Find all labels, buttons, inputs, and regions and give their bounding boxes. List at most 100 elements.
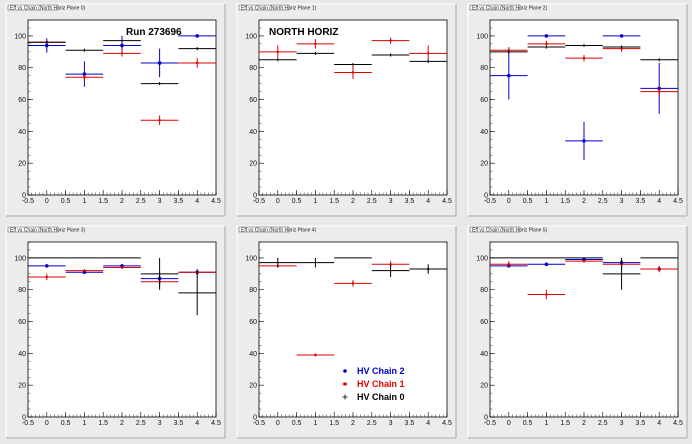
x-tick-label: 3 [389, 420, 393, 427]
data-point [490, 50, 528, 54]
legend-marker [343, 369, 347, 373]
y-tick-label: 20 [249, 383, 257, 390]
x-tick-label: 1.5 [560, 198, 570, 205]
point-marker [507, 73, 511, 78]
plot-area [489, 241, 679, 418]
chart-title-frame [469, 4, 521, 11]
x-tick-label: 2 [120, 420, 124, 427]
x-tick-label: 3 [620, 420, 624, 427]
data-point [334, 62, 372, 67]
data-point [178, 270, 216, 316]
data-point [140, 115, 179, 125]
x-tick-label: 3 [389, 198, 393, 205]
data-point [140, 82, 179, 86]
x-tick-label: 3.5 [636, 198, 646, 205]
data-point [259, 58, 297, 62]
data-point [490, 51, 528, 100]
point-marker [545, 42, 548, 45]
x-tick-label: 1 [313, 420, 317, 427]
point-marker [45, 264, 49, 268]
x-tick-label: -0.5 [253, 420, 265, 427]
chart-title: Eff vs Chain (North Horiz Plane 2) [472, 5, 548, 11]
y-tick-label: 100 [14, 33, 26, 40]
x-tick-label: 3 [620, 198, 624, 205]
chart-title: Eff vs Chain (North Horiz Plane 1) [241, 5, 317, 11]
point-marker [121, 52, 123, 55]
point-marker [195, 34, 199, 38]
data-point [296, 353, 335, 357]
point-marker [121, 266, 123, 269]
x-tick-label: 0 [507, 198, 511, 205]
x-tick-label: 1.5 [98, 420, 108, 427]
x-tick-label: 3 [158, 198, 162, 205]
y-tick-label: 60 [249, 97, 257, 104]
x-tick-label: 1 [544, 420, 548, 427]
point-marker [544, 34, 549, 38]
point-marker [157, 61, 162, 65]
x-tick-label: 4 [195, 198, 199, 205]
x-tick-label: 4.5 [442, 198, 452, 205]
data-point [640, 86, 678, 97]
data-point [28, 264, 66, 268]
chart-annotation: NORTH HORIZ [269, 27, 338, 38]
point-marker [545, 293, 548, 296]
y-tick-label: 100 [245, 33, 257, 40]
x-tick-label: 2.5 [367, 420, 377, 427]
chart-pad: Eff vs Chain (North Horiz Plane 5)-0.5 0 0… [467, 225, 688, 439]
x-tick-label: 0.5 [292, 198, 302, 205]
chart-pad: Eff vs Chain (North Horiz Plane 3)-0.5 0 0… [5, 225, 226, 439]
x-tick-label: 3.5 [636, 420, 646, 427]
point-marker [83, 269, 86, 272]
point-marker [45, 43, 49, 48]
data-point [527, 45, 566, 49]
x-tick-label: 1.5 [560, 420, 570, 427]
data-point [296, 51, 335, 55]
y-tick-label: 40 [18, 129, 26, 136]
chart-title-box: Eff vs Chain (North Horiz Plane 2) [469, 4, 548, 11]
x-tick-label: 4.5 [211, 198, 221, 205]
data-point [640, 58, 678, 62]
x-tick-label: 0 [45, 420, 49, 427]
data-point [527, 34, 566, 38]
legend-item: HV Chain 0 [342, 392, 405, 402]
data-point [334, 280, 372, 287]
y-tick-label: 100 [14, 255, 26, 262]
y-tick-label: 0 [484, 193, 488, 200]
x-tick-label: 1.5 [329, 420, 339, 427]
data-point [296, 257, 335, 268]
x-tick-label: 3 [158, 420, 162, 427]
legend-label: HV Chain 0 [357, 392, 405, 402]
data-point [140, 48, 179, 78]
point-marker [389, 39, 392, 42]
data-point [259, 45, 297, 59]
data-point [565, 43, 603, 48]
x-tick-label: 1 [544, 198, 548, 205]
data-point [371, 264, 410, 277]
y-tick-label: 60 [249, 319, 257, 326]
x-tick-label: 2.5 [367, 198, 377, 205]
x-tick-label: 0.5 [292, 420, 302, 427]
y-tick-label: 0 [484, 415, 488, 422]
data-point [527, 289, 566, 300]
point-marker [314, 353, 317, 356]
y-tick-label: 100 [245, 255, 257, 262]
data-point [371, 37, 410, 44]
data-point [565, 121, 603, 160]
point-marker [196, 61, 199, 64]
x-tick-label: 4 [426, 198, 430, 205]
x-tick-label: 4 [195, 420, 199, 427]
x-tick-label: -0.5 [484, 420, 496, 427]
x-tick-label: 1.5 [98, 198, 108, 205]
y-tick-label: 60 [18, 319, 26, 326]
y-tick-label: 20 [480, 383, 488, 390]
point-marker [583, 57, 585, 60]
x-tick-label: 2.5 [136, 198, 146, 205]
y-tick-label: 60 [480, 319, 488, 326]
x-tick-label: 4 [657, 420, 661, 427]
point-marker [314, 42, 317, 45]
y-tick-label: 80 [249, 65, 257, 72]
y-tick-label: 80 [18, 65, 26, 72]
plot-area [27, 241, 217, 418]
y-tick-label: 100 [476, 255, 488, 262]
point-marker [658, 90, 661, 93]
